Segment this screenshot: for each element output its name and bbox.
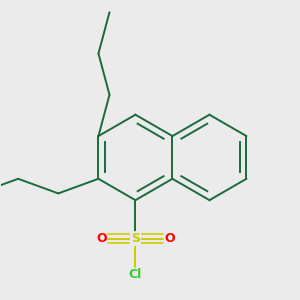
Text: O: O <box>164 232 175 245</box>
Text: S: S <box>131 232 140 245</box>
Text: Cl: Cl <box>129 268 142 281</box>
Text: O: O <box>96 232 106 245</box>
